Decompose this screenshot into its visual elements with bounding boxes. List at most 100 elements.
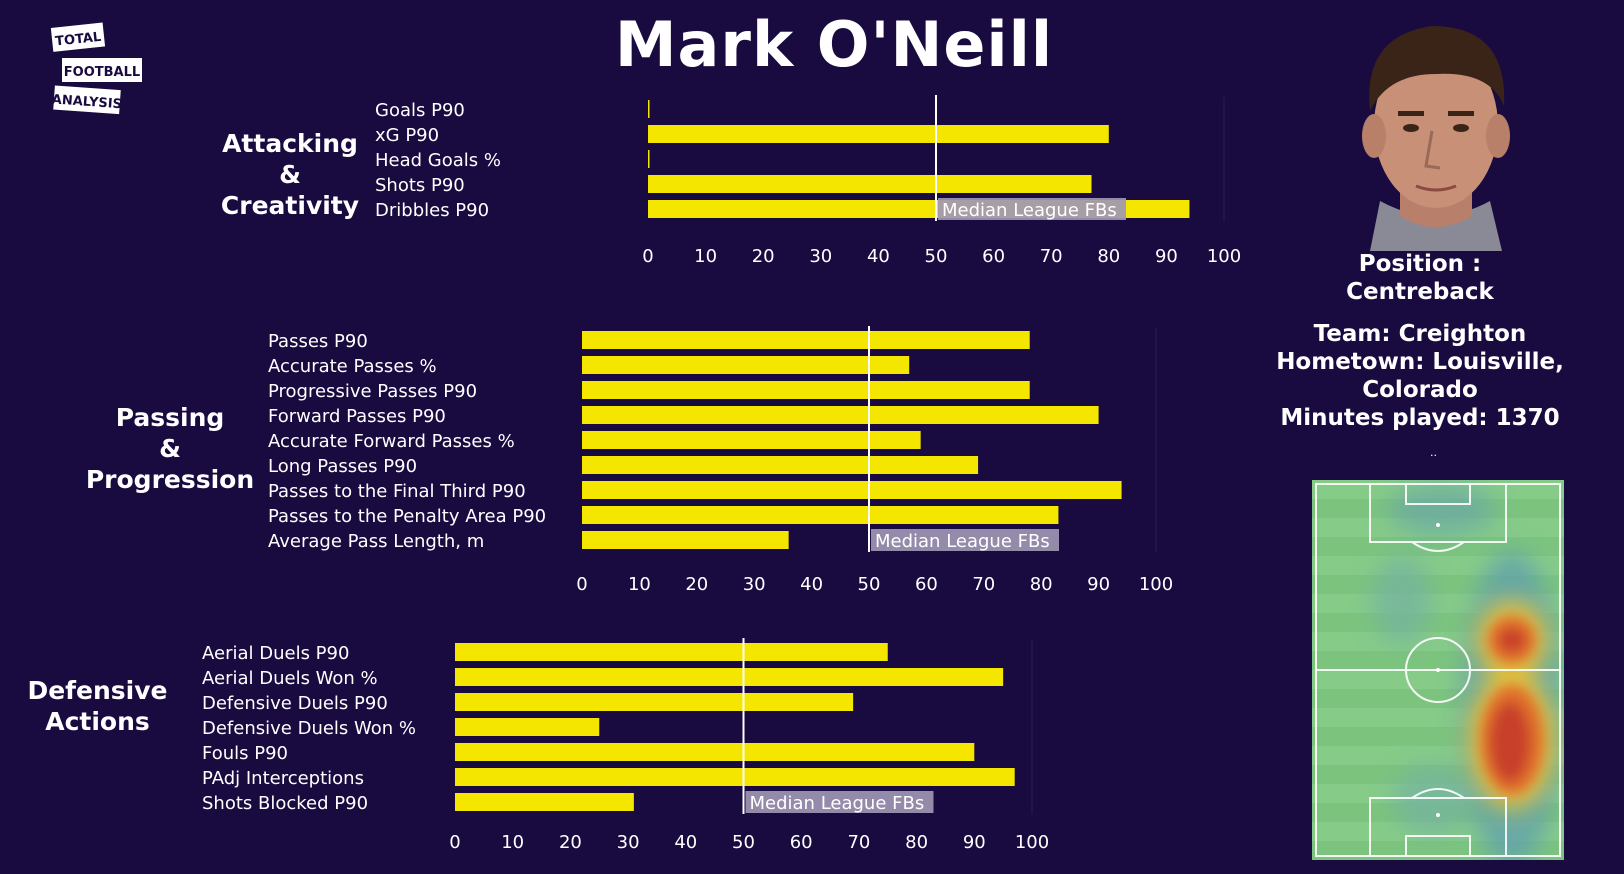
bar — [582, 431, 921, 449]
bar — [455, 743, 975, 761]
bar — [582, 406, 1099, 424]
bar — [648, 125, 1109, 143]
section-title-attacking: Attacking & Creativity — [215, 128, 365, 221]
category-label: Defensive Duels Won % — [202, 718, 416, 739]
svg-text:FOOTBALL: FOOTBALL — [64, 65, 140, 80]
x-tick-label: 10 — [501, 832, 524, 853]
x-tick-label: 100 — [1139, 574, 1173, 595]
bar — [648, 175, 1092, 193]
team-text: Team: Creighton — [1313, 321, 1527, 347]
x-tick-label: 80 — [1030, 574, 1053, 595]
section-title-line: Defensive — [27, 676, 168, 705]
section-title-line: & — [159, 434, 181, 463]
category-label: Long Passes P90 — [268, 456, 417, 477]
x-tick-label: 70 — [1040, 246, 1063, 267]
bar — [582, 456, 979, 474]
category-label: Accurate Forward Passes % — [268, 431, 515, 452]
heatmap-pitch — [1312, 480, 1564, 870]
category-label: Shots P90 — [375, 175, 465, 196]
category-label: Passes P90 — [268, 331, 368, 352]
hometown-text: Colorado — [1362, 377, 1478, 403]
category-label: xG P90 — [375, 125, 439, 146]
bar — [582, 531, 789, 549]
page-title: Mark O'Neill — [614, 8, 1054, 81]
x-tick-label: 60 — [982, 246, 1005, 267]
median-label-bg — [938, 198, 1126, 220]
x-tick-label: 70 — [847, 832, 870, 853]
x-tick-label: 60 — [790, 832, 813, 853]
category-label: Passes to the Penalty Area P90 — [268, 506, 546, 527]
x-tick-label: 100 — [1015, 832, 1049, 853]
category-label: Goals P90 — [375, 100, 465, 121]
section-title-defensive: Defensive Actions — [20, 675, 175, 737]
median-label-bg — [871, 529, 1059, 551]
svg-text:ANALYSIS: ANALYSIS — [51, 92, 122, 112]
x-tick-label: 20 — [559, 832, 582, 853]
x-tick-label: 0 — [642, 246, 653, 267]
x-tick-label: 0 — [449, 832, 460, 853]
x-tick-label: 70 — [972, 574, 995, 595]
bar — [582, 331, 1030, 349]
x-tick-label: 50 — [925, 246, 948, 267]
bar — [455, 718, 600, 736]
x-tick-label: 90 — [1087, 574, 1110, 595]
x-tick-label: 100 — [1207, 246, 1241, 267]
x-tick-label: 0 — [576, 574, 587, 595]
category-label: Accurate Passes % — [268, 356, 437, 377]
category-label: Dribbles P90 — [375, 200, 489, 221]
bar — [455, 693, 854, 711]
bar — [582, 481, 1122, 499]
bar — [455, 793, 634, 811]
median-label: Median League FBs — [942, 200, 1117, 221]
player-details: Team: Creighton Hometown: Louisville, Co… — [1250, 320, 1590, 432]
x-tick-label: 90 — [963, 832, 986, 853]
bar — [648, 150, 650, 168]
bar — [455, 668, 1004, 686]
category-label: Aerial Duels Won % — [202, 668, 378, 689]
category-label: Fouls P90 — [202, 743, 288, 764]
category-label: Defensive Duels P90 — [202, 693, 388, 714]
x-tick-label: 50 — [732, 832, 755, 853]
x-tick-label: 50 — [858, 574, 881, 595]
section-title-line: & — [279, 160, 301, 189]
median-label: Median League FBs — [875, 531, 1050, 552]
section-title-line: Actions — [45, 707, 150, 736]
note-text: .. — [1430, 446, 1437, 459]
x-tick-label: 80 — [905, 832, 928, 853]
player-position: Position : Centreback — [1280, 250, 1560, 306]
position-label: Position : — [1358, 251, 1482, 277]
section-title-line: Creativity — [220, 191, 360, 220]
bar — [455, 643, 888, 661]
x-tick-label: 10 — [694, 246, 717, 267]
category-label: PAdj Interceptions — [202, 768, 364, 789]
category-label: Passes to the Final Third P90 — [268, 481, 526, 502]
section-title-line: Passing — [115, 403, 225, 432]
player-photo — [1340, 16, 1530, 255]
bar — [582, 506, 1059, 524]
minutes-text: Minutes played: 1370 — [1280, 405, 1560, 431]
brand-logo: TOTAL FOOTBALL ANALYSIS — [50, 20, 150, 120]
median-label-bg — [745, 791, 934, 813]
category-label: Average Pass Length, m — [268, 531, 484, 552]
svg-text:TOTAL: TOTAL — [54, 30, 101, 50]
x-tick-label: 30 — [809, 246, 832, 267]
x-tick-label: 40 — [674, 832, 697, 853]
category-label: Shots Blocked P90 — [202, 793, 368, 814]
bar — [582, 356, 910, 374]
x-tick-label: 20 — [752, 246, 775, 267]
x-tick-label: 40 — [800, 574, 823, 595]
x-tick-label: 40 — [867, 246, 890, 267]
median-label: Median League FBs — [750, 793, 925, 814]
hometown-text: Hometown: Louisville, — [1276, 349, 1564, 375]
x-tick-label: 90 — [1155, 246, 1178, 267]
category-label: Progressive Passes P90 — [268, 381, 477, 402]
x-tick-label: 20 — [685, 574, 708, 595]
x-tick-label: 30 — [617, 832, 640, 853]
x-tick-label: 60 — [915, 574, 938, 595]
category-label: Head Goals % — [375, 150, 501, 171]
section-title-passing: Passing & Progression — [80, 402, 260, 495]
section-title-line: Attacking — [222, 129, 358, 158]
bar — [648, 100, 650, 118]
category-label: Aerial Duels P90 — [202, 643, 349, 664]
